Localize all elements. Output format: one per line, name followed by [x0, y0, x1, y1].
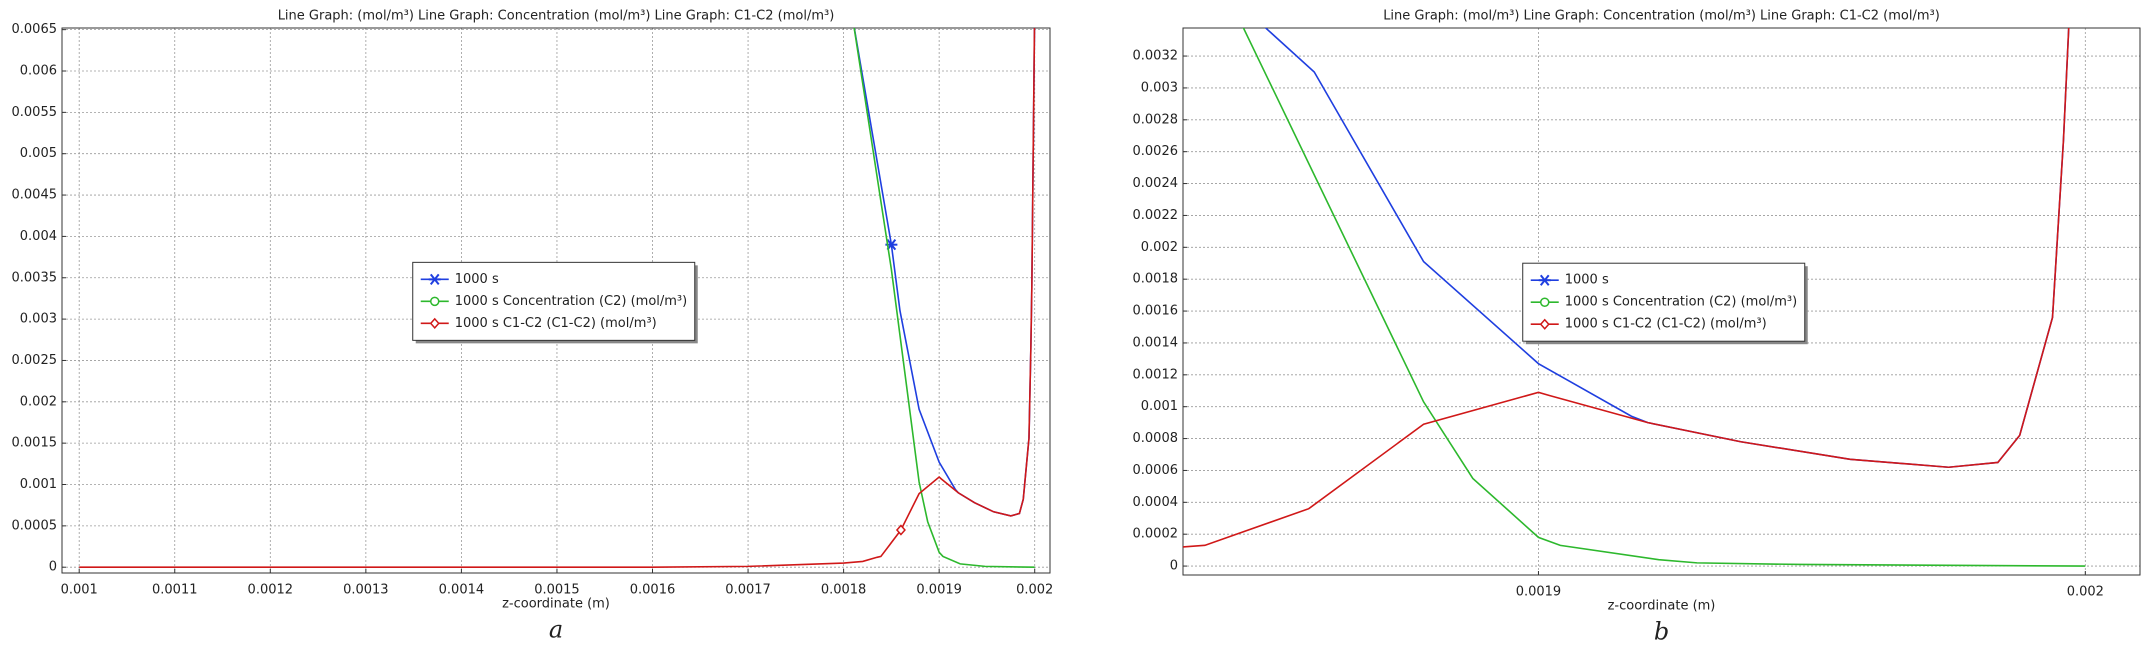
- y-tick-label: 0.0002: [1133, 527, 1179, 542]
- chart: Line Graph: (mol/m³) Line Graph: Concent…: [1133, 9, 2141, 646]
- legend-label: 1000 s: [1565, 273, 1609, 288]
- legend-marker: [1539, 318, 1550, 330]
- legend: 1000 s 1000 s Concentration (C2) (mol/m³)…: [1522, 262, 1808, 345]
- x-tick-label: 0.0013: [343, 583, 389, 598]
- marker-diamond: [895, 524, 906, 536]
- marker-circle: [1539, 297, 1550, 307]
- y-tick-label: 0.0018: [1133, 272, 1179, 287]
- x-tick-label: 0.0015: [534, 583, 580, 598]
- y-tick-label: 0.0035: [12, 270, 58, 285]
- legend-label: 1000 s Concentration (C2) (mol/m³): [455, 294, 687, 309]
- x-tick-label: 0.001: [61, 583, 98, 598]
- y-tick-label: 0.0026: [1133, 144, 1179, 159]
- x-tick-label: 0.002: [2067, 585, 2104, 600]
- chart: Line Graph: (mol/m³) Line Graph: Concent…: [12, 9, 1054, 644]
- y-tick-label: 0.004: [20, 229, 57, 244]
- legend-marker: [428, 273, 441, 285]
- legend-marker: [1538, 274, 1551, 286]
- y-tick-label: 0.003: [20, 312, 57, 327]
- plot-area: [1183, 28, 2086, 567]
- y-tick-label: 0.0024: [1133, 176, 1179, 191]
- y-tick-label: 0.002: [1141, 240, 1178, 255]
- legend-box: [1522, 262, 1806, 342]
- x-tick-label: 0.0011: [152, 583, 198, 598]
- plot-frame: [1182, 27, 2141, 576]
- x-tick-label: 0.002: [1016, 583, 1053, 598]
- y-tick-label: 0: [1170, 559, 1178, 574]
- series-line: [853, 28, 1035, 569]
- series-line: [1183, 28, 2070, 548]
- legend: 1000 s 1000 s Concentration (C2) (mol/m³)…: [412, 261, 698, 344]
- series-line: [853, 28, 1036, 517]
- x-tick-label: 0.0012: [248, 583, 294, 598]
- y-tick-label: 0.0014: [1133, 335, 1179, 350]
- x-tick-label: 0.0019: [1516, 585, 1562, 600]
- y-tick-label: 0.002: [20, 394, 57, 409]
- y-tick-label: 0.0065: [12, 22, 58, 37]
- y-tick-label: 0.0012: [1133, 367, 1179, 382]
- y-tick-label: 0: [49, 560, 57, 575]
- y-tick-label: 0.0005: [12, 518, 58, 533]
- x-tick-label: 0.0016: [630, 583, 676, 598]
- marker-circle: [429, 296, 440, 307]
- y-tick-label: 0.005: [20, 146, 57, 161]
- x-axis-label: z-coordinate (m): [1608, 599, 1716, 614]
- marker-diamond: [429, 317, 440, 329]
- legend-label: 1000 s C1-C2 (C1-C2) (mol/m³): [1565, 317, 1767, 332]
- y-tick-label: 0.001: [1141, 399, 1178, 414]
- x-tick-label: 0.0018: [821, 583, 867, 598]
- legend-marker: [429, 296, 440, 307]
- legend-label: 1000 s C1-C2 (C1-C2) (mol/m³): [455, 316, 657, 331]
- legend-marker: [429, 317, 440, 329]
- marker-stroke: [1539, 274, 1550, 286]
- marker-diamond: [1539, 318, 1550, 330]
- chart-title: Line Graph: (mol/m³) Line Graph: Concent…: [278, 9, 835, 24]
- y-tick-label: 0.0055: [12, 105, 58, 120]
- panel-label: b: [1654, 618, 1669, 646]
- y-tick-label: 0.0025: [12, 353, 58, 368]
- series-line: [1264, 28, 2070, 469]
- x-tick-label: 0.0017: [725, 583, 771, 598]
- x-axis-label: z-coordinate (m): [502, 597, 610, 612]
- marker-stroke: [429, 273, 440, 285]
- y-tick-label: 0.006: [20, 64, 57, 79]
- y-tick-label: 0.0008: [1133, 431, 1179, 446]
- y-tick-label: 0.0016: [1133, 304, 1179, 319]
- y-tick-label: 0.0022: [1133, 208, 1179, 223]
- x-tick-label: 0.0019: [916, 583, 962, 598]
- y-tick-label: 0.0015: [12, 436, 58, 451]
- y-tick-label: 0.0045: [12, 188, 58, 203]
- legend-box: [412, 261, 696, 341]
- legend-label: 1000 s: [455, 272, 499, 287]
- legend-marker: [1539, 297, 1550, 307]
- legend-label: 1000 s Concentration (C2) (mol/m³): [1565, 295, 1797, 310]
- plot-frame: [61, 27, 1051, 574]
- x-tick-label: 0.0014: [439, 583, 485, 598]
- y-tick-label: 0.0028: [1133, 112, 1179, 127]
- y-tick-label: 0.0032: [1133, 49, 1179, 64]
- chart-title: Line Graph: (mol/m³) Line Graph: Concent…: [1383, 9, 1940, 24]
- y-tick-label: 0.0006: [1133, 463, 1179, 478]
- series-line: [1242, 28, 2086, 567]
- y-tick-label: 0.003: [1141, 80, 1178, 95]
- series-line: [79, 28, 1036, 569]
- y-tick-label: 0.0004: [1133, 495, 1179, 510]
- panel-label: a: [549, 616, 563, 644]
- plot-area: [79, 28, 1036, 569]
- y-tick-label: 0.001: [20, 477, 57, 492]
- data-marker: [895, 524, 906, 536]
